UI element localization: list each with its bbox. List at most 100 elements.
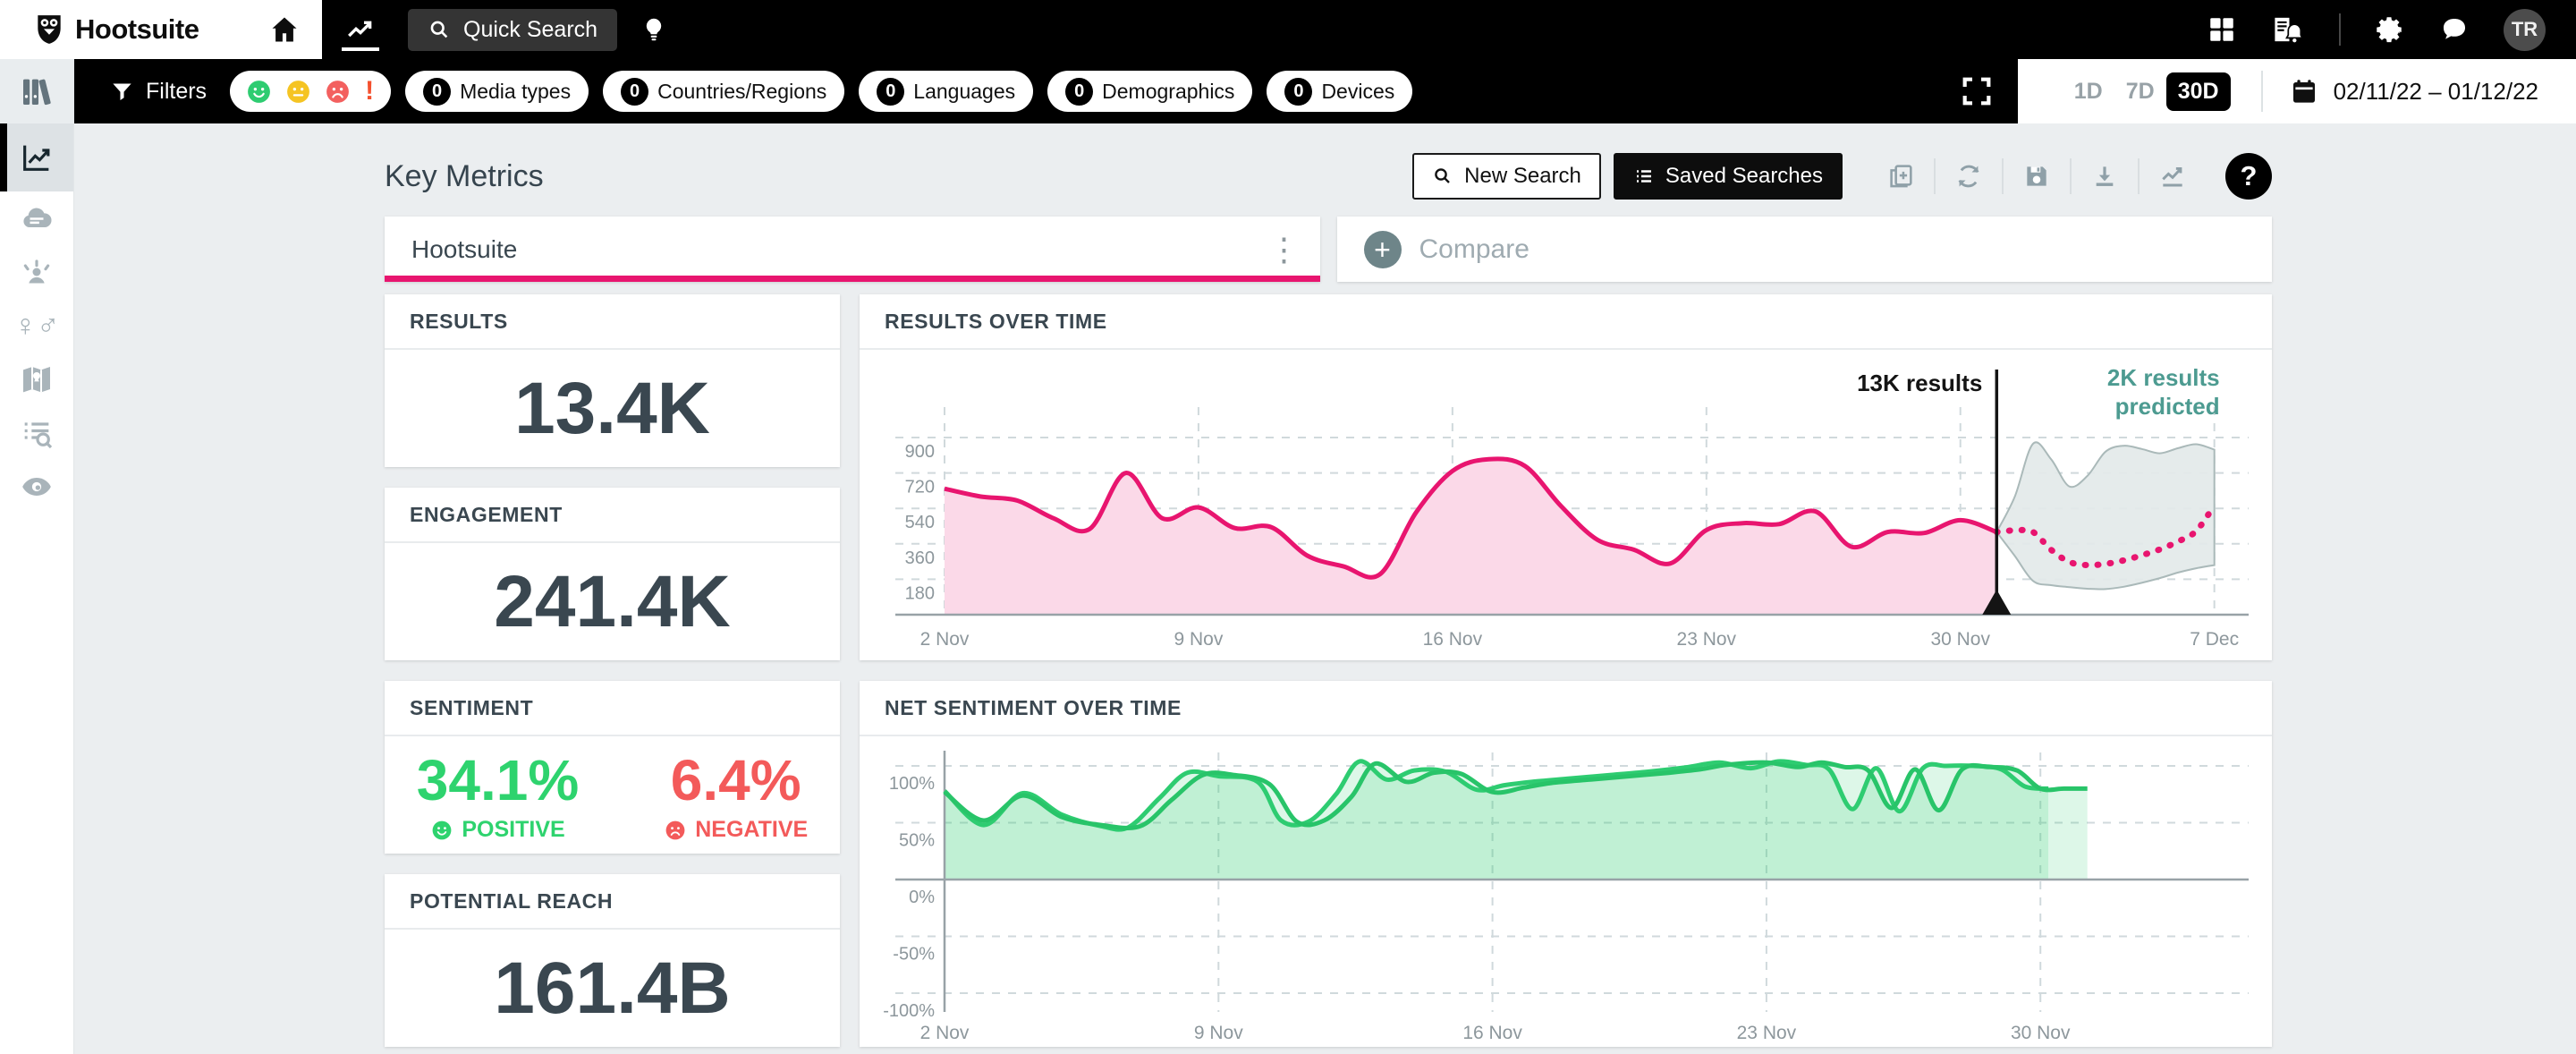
nav-insights-tab[interactable]: [322, 0, 399, 59]
search-term-card[interactable]: Hootsuite ⋮: [385, 217, 1320, 282]
svg-text:30 Nov: 30 Nov: [1930, 629, 1990, 650]
negative-label: NEGATIVE: [695, 817, 809, 842]
sidebar-item-demographics[interactable]: ♀♂: [0, 299, 73, 353]
svg-text:360: 360: [905, 548, 935, 568]
funnel-icon: [110, 80, 134, 104]
alert-exclamation-icon: !: [365, 76, 375, 106]
alerts-bell-icon[interactable]: [2271, 13, 2305, 47]
new-search-button[interactable]: New Search: [1412, 153, 1601, 200]
sentiment-filter-pill[interactable]: !: [230, 71, 392, 112]
refresh-icon[interactable]: [1936, 158, 2004, 194]
hootsuite-logo[interactable]: Hootsuite: [32, 13, 199, 47]
svg-text:7 Dec: 7 Dec: [2190, 629, 2239, 650]
svg-text:9 Nov: 9 Nov: [1174, 629, 1224, 650]
filter-bar: Filters ! 0 Media types 0 Countries/Regi…: [74, 59, 2576, 123]
svg-text:30 Nov: 30 Nov: [2011, 1023, 2071, 1043]
filter-pill-languages[interactable]: 0 Languages: [859, 71, 1034, 112]
svg-text:predicted: predicted: [2115, 393, 2220, 420]
help-button[interactable]: ?: [2225, 153, 2272, 200]
net-sentiment-chart: 100% 50% 0% -50% -100% 2 Nov 9 Nov 16 Nov 23 Nov…: [860, 736, 2272, 1047]
trend-chart-icon: [345, 14, 376, 45]
negative-face-icon: [324, 78, 352, 106]
search-query: Hootsuite: [411, 234, 518, 263]
sidebar-item-monitor[interactable]: [0, 460, 73, 514]
time-range-section: 1D 7D 30D 02/11/22 – 01/12/22: [2017, 59, 2576, 123]
top-bar: Hootsuite Quick Search TR: [0, 0, 2576, 59]
trend-line-icon[interactable]: [2140, 158, 2206, 194]
filter-pill-label: Media types: [460, 79, 572, 103]
filter-count-badge: 0: [1065, 77, 1094, 106]
svg-text:540: 540: [905, 513, 935, 532]
chart-actions-group: [1868, 158, 2206, 194]
results-over-time-card: RESULTS OVER TIME 180 360 540 720 900 2 Nov 9 …: [860, 294, 2272, 660]
list-search-icon: [19, 415, 55, 451]
results-value: 13.4K: [514, 367, 710, 449]
filter-pill-devices[interactable]: 0 Devices: [1267, 71, 1413, 112]
results-over-time-chart: 180 360 540 720 900 2 Nov 9 Nov 16 Nov 23 Nov 30 …: [860, 350, 2272, 660]
home-button[interactable]: [268, 13, 301, 46]
duplicate-icon[interactable]: [1868, 158, 1936, 194]
sidebar-item-geography[interactable]: [0, 353, 73, 406]
calendar-icon: [2290, 77, 2318, 106]
positive-label: POSITIVE: [462, 817, 565, 842]
svg-text:23 Nov: 23 Nov: [1677, 629, 1737, 650]
owl-logo-icon: [32, 13, 66, 47]
net-sentiment-over-time-card: NET SENTIMENT OVER TIME 100% 50% 0% -50% -10…: [860, 681, 2272, 1047]
sidebar-item-influencers[interactable]: [0, 245, 73, 299]
library-books-icon: [19, 73, 55, 109]
positive-face-icon: [430, 819, 453, 842]
search-accent-underline: [385, 276, 1320, 282]
save-icon[interactable]: [2004, 158, 2072, 194]
card-title: RESULTS: [385, 294, 840, 350]
quick-search-button[interactable]: Quick Search: [408, 8, 618, 51]
map-icon: [19, 361, 55, 397]
svg-text:50%: 50%: [899, 831, 935, 851]
range-option-7d[interactable]: 7D: [2125, 78, 2155, 104]
sidebar-item-word-cloud[interactable]: [0, 191, 73, 245]
range-option-30d[interactable]: 30D: [2165, 72, 2231, 111]
word-cloud-icon: [19, 200, 55, 236]
svg-text:100%: 100%: [889, 774, 935, 794]
svg-text:13K results: 13K results: [1857, 370, 1982, 396]
range-option-1d[interactable]: 1D: [2073, 78, 2103, 104]
filter-pill-label: Devices: [1321, 79, 1395, 103]
svg-text:180: 180: [905, 583, 935, 603]
chat-bubble-icon[interactable]: [2439, 14, 2470, 45]
filter-pill-countries[interactable]: 0 Countries/Regions: [603, 71, 845, 112]
svg-text:16 Nov: 16 Nov: [1423, 629, 1483, 650]
trend-chart-icon: [19, 140, 55, 175]
header-actions: New Search Saved Searches: [1412, 153, 2272, 200]
ideas-lightbulb-button[interactable]: [640, 0, 667, 59]
kebab-menu-icon[interactable]: ⋮: [1267, 230, 1301, 268]
list-icon: [1633, 166, 1655, 187]
svg-text:0%: 0%: [909, 888, 935, 907]
filter-pill-media-types[interactable]: 0 Media types: [405, 71, 589, 112]
filter-pill-label: Demographics: [1102, 79, 1235, 103]
date-range-picker[interactable]: 02/11/22 – 01/12/22: [2290, 77, 2538, 106]
new-search-label: New Search: [1464, 164, 1581, 188]
svg-text:2K results: 2K results: [2107, 364, 2220, 391]
filter-pill-label: Countries/Regions: [657, 79, 827, 103]
filter-count-badge: 0: [1284, 77, 1313, 106]
engagement-card: ENGAGEMENT 241.4K: [385, 488, 840, 660]
compare-label: Compare: [1419, 234, 1530, 264]
sidebar-item-trends[interactable]: [0, 123, 73, 191]
download-icon[interactable]: [2072, 158, 2140, 194]
potential-reach-card: POTENTIAL REACH 161.4B: [385, 874, 840, 1047]
results-card: RESULTS 13.4K: [385, 294, 840, 467]
settings-gear-icon[interactable]: [2375, 14, 2405, 45]
filter-pill-demographics[interactable]: 0 Demographics: [1047, 71, 1253, 112]
saved-searches-button[interactable]: Saved Searches: [1613, 153, 1843, 200]
apps-grid-icon[interactable]: [2207, 14, 2237, 45]
card-title: ENGAGEMENT: [385, 488, 840, 543]
svg-text:9 Nov: 9 Nov: [1194, 1023, 1243, 1043]
positive-sentiment-value: 34.1%: [416, 748, 580, 812]
fullscreen-button[interactable]: [1936, 73, 2018, 109]
sidebar-item-mentions[interactable]: [0, 406, 73, 460]
compare-card[interactable]: + Compare: [1336, 217, 2272, 282]
engagement-value: 241.4K: [494, 560, 731, 642]
filters-toggle[interactable]: Filters: [74, 79, 230, 105]
user-avatar[interactable]: TR: [2504, 8, 2546, 51]
sidebar-item-library[interactable]: [0, 59, 73, 123]
eye-icon: [19, 469, 55, 505]
